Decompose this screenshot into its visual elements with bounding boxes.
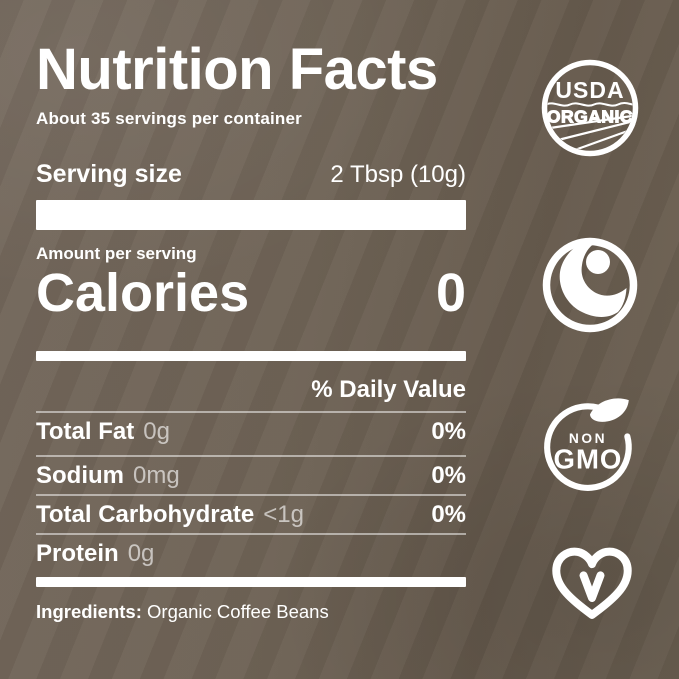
nutrient-name: Total Fat — [36, 418, 135, 445]
thick-separator-bar — [36, 200, 466, 230]
nutrient-daily-value: 0% — [431, 418, 466, 445]
calories-row: Calories 0 — [36, 262, 466, 324]
vegan-heart-icon — [545, 539, 639, 625]
nutrient-amount: 0mg — [133, 462, 180, 489]
serving-size-label: Serving size — [36, 160, 182, 188]
fairtrade-icon — [540, 235, 640, 335]
ingredients-value: Organic Coffee Beans — [147, 601, 329, 622]
ingredients-line: Ingredients: Organic Coffee Beans — [36, 601, 466, 623]
usda-organic-icon: USDA ORGANIC — [540, 58, 640, 158]
serving-size-row: Serving size 2 Tbsp (10g) — [36, 160, 466, 189]
calories-value: 0 — [435, 263, 466, 323]
amount-per-serving-label: Amount per serving — [36, 244, 197, 263]
row-divider — [36, 494, 466, 496]
non-text: NON — [569, 431, 607, 446]
nutrient-name: Total Carbohydrate — [36, 501, 255, 528]
medium-separator-bar — [36, 351, 466, 361]
ingredients-label: Ingredients: — [36, 601, 142, 622]
servings-per-container: About 35 servings per container — [36, 109, 302, 128]
row-divider — [36, 533, 466, 535]
gmo-text: GMO — [554, 443, 623, 474]
nutrient-row-sodium: Sodium 0mg 0% — [36, 461, 466, 491]
nutrient-name: Sodium — [36, 462, 124, 489]
non-gmo-icon: NON GMO — [539, 393, 641, 495]
row-divider — [36, 455, 466, 457]
serving-size-value: 2 Tbsp (10g) — [330, 161, 466, 188]
daily-value-header: % Daily Value — [311, 376, 466, 403]
bottom-separator-bar — [36, 577, 466, 587]
nutrient-name: Protein — [36, 540, 119, 567]
calories-label: Calories — [36, 263, 250, 323]
nutrient-daily-value: 0% — [431, 501, 466, 528]
usda-text: USDA — [555, 77, 624, 103]
page-title: Nutrition Facts — [36, 37, 438, 102]
nutrient-amount: <1g — [263, 501, 304, 528]
nutrient-amount: 0g — [127, 540, 155, 567]
organic-text: ORGANIC — [547, 107, 633, 127]
nutrient-daily-value: 0% — [431, 462, 466, 489]
leaf-shape — [590, 398, 629, 422]
nutrient-row-protein: Protein 0g — [36, 539, 466, 569]
v-letter — [579, 571, 605, 602]
nutrient-row-total-carbohydrate: Total Carbohydrate <1g 0% — [36, 500, 466, 530]
nutrient-amount: 0g — [143, 418, 170, 445]
row-divider — [36, 411, 466, 413]
nutrient-row-total-fat: Total Fat 0g 0% — [36, 417, 466, 447]
